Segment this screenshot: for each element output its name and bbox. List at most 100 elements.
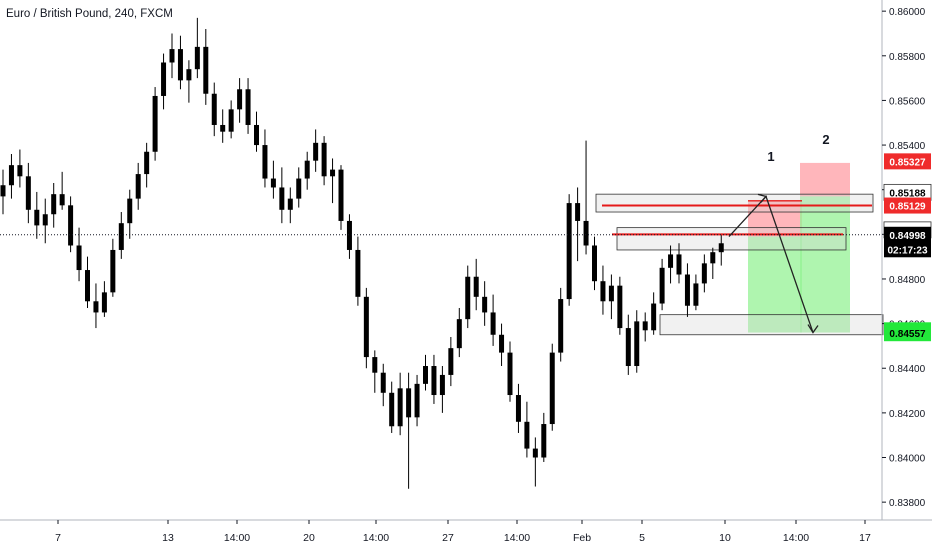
candle-body bbox=[194, 46, 200, 70]
annotation-label: 1 bbox=[767, 149, 774, 164]
candle bbox=[118, 212, 124, 259]
zones-layer bbox=[595, 162, 884, 336]
projection-arrowhead-up bbox=[757, 193, 768, 203]
candle-body bbox=[684, 274, 690, 306]
candle bbox=[296, 167, 302, 208]
candle bbox=[93, 283, 99, 329]
candle bbox=[59, 171, 65, 210]
candle bbox=[439, 366, 445, 413]
candle bbox=[718, 234, 724, 266]
candle-body bbox=[68, 205, 74, 246]
candle-body bbox=[338, 169, 344, 221]
price-label: 0.85129 bbox=[884, 197, 931, 214]
price-label-text: 02:17:23 bbox=[887, 245, 927, 256]
candle-body bbox=[668, 254, 674, 268]
candle bbox=[693, 274, 699, 311]
candle-body bbox=[617, 285, 623, 329]
candle-body bbox=[608, 285, 614, 302]
candle bbox=[608, 274, 614, 320]
candle bbox=[313, 129, 319, 172]
price-label-text: 0.84557 bbox=[889, 329, 926, 340]
candle-body bbox=[541, 424, 547, 458]
candle bbox=[152, 87, 158, 161]
candle-body bbox=[592, 245, 597, 282]
candle bbox=[8, 153, 14, 199]
candle-body bbox=[85, 270, 90, 302]
candle-body bbox=[575, 203, 581, 221]
price-label-text: 0.85129 bbox=[889, 202, 926, 213]
candle-body bbox=[279, 187, 285, 210]
candle-body bbox=[296, 178, 302, 199]
candle-body bbox=[642, 321, 648, 331]
candle bbox=[431, 354, 437, 404]
candle-body bbox=[127, 198, 133, 224]
candle bbox=[625, 314, 631, 375]
candle bbox=[600, 265, 606, 315]
candle-body bbox=[59, 194, 65, 206]
price-label: 0.84557 bbox=[884, 325, 931, 342]
y-tick-label: 0.85600 bbox=[889, 96, 926, 107]
candle bbox=[330, 158, 336, 204]
x-tick-label: 27 bbox=[442, 532, 454, 544]
candle bbox=[549, 343, 555, 431]
candle-body bbox=[355, 249, 361, 297]
candle-body bbox=[237, 89, 243, 110]
price-label: 0.85327 bbox=[884, 153, 931, 170]
price-label-text: 0.84998 bbox=[889, 231, 926, 242]
candle bbox=[397, 372, 403, 436]
candle-body bbox=[389, 392, 395, 427]
mid-zone-box bbox=[616, 227, 847, 251]
candle-body bbox=[220, 124, 226, 132]
candle bbox=[68, 196, 74, 253]
candle-body bbox=[8, 165, 14, 186]
candle bbox=[262, 129, 268, 188]
candle-body bbox=[532, 448, 538, 458]
x-tick-label: 5 bbox=[639, 532, 645, 544]
candle bbox=[651, 292, 657, 335]
price-label-bg bbox=[884, 197, 931, 214]
candle bbox=[465, 265, 471, 329]
x-tick-label: 14:00 bbox=[363, 532, 389, 544]
candle-body bbox=[270, 178, 276, 188]
candle-body bbox=[254, 124, 259, 146]
candle bbox=[135, 162, 141, 210]
candle-body bbox=[693, 283, 699, 306]
candle-body bbox=[51, 194, 57, 215]
candle bbox=[304, 151, 310, 190]
stop-zone-2 bbox=[800, 162, 850, 197]
candle-body bbox=[262, 145, 268, 179]
x-tick-label: Feb bbox=[573, 532, 591, 544]
candle bbox=[499, 323, 505, 367]
candle bbox=[558, 287, 564, 362]
candle-body bbox=[321, 142, 327, 177]
candle bbox=[659, 258, 665, 311]
candle bbox=[406, 372, 412, 489]
candle-body bbox=[423, 366, 428, 384]
candle bbox=[642, 312, 648, 342]
candle-body bbox=[439, 374, 445, 396]
candle bbox=[34, 191, 40, 239]
candle bbox=[473, 258, 479, 311]
x-tick-label: 10 bbox=[719, 532, 731, 544]
candle-body bbox=[507, 352, 513, 396]
candle bbox=[220, 109, 226, 143]
candle bbox=[541, 412, 547, 462]
candle-body bbox=[710, 252, 716, 264]
annotation-label: 2 bbox=[822, 132, 829, 147]
x-tick-label: 13 bbox=[162, 532, 174, 544]
candle-body bbox=[228, 109, 234, 132]
supply-zone-box bbox=[595, 193, 874, 213]
candle-body bbox=[304, 160, 310, 179]
candle bbox=[228, 100, 234, 139]
target-zone-2 bbox=[800, 196, 850, 333]
price-label-bg bbox=[884, 226, 931, 243]
candle-body bbox=[490, 312, 496, 335]
candle bbox=[0, 169, 6, 215]
candle bbox=[203, 29, 209, 105]
candle bbox=[575, 187, 581, 262]
candle-body bbox=[625, 328, 631, 367]
candle bbox=[287, 187, 293, 224]
candle-body bbox=[414, 383, 420, 418]
candle-body bbox=[676, 254, 682, 275]
